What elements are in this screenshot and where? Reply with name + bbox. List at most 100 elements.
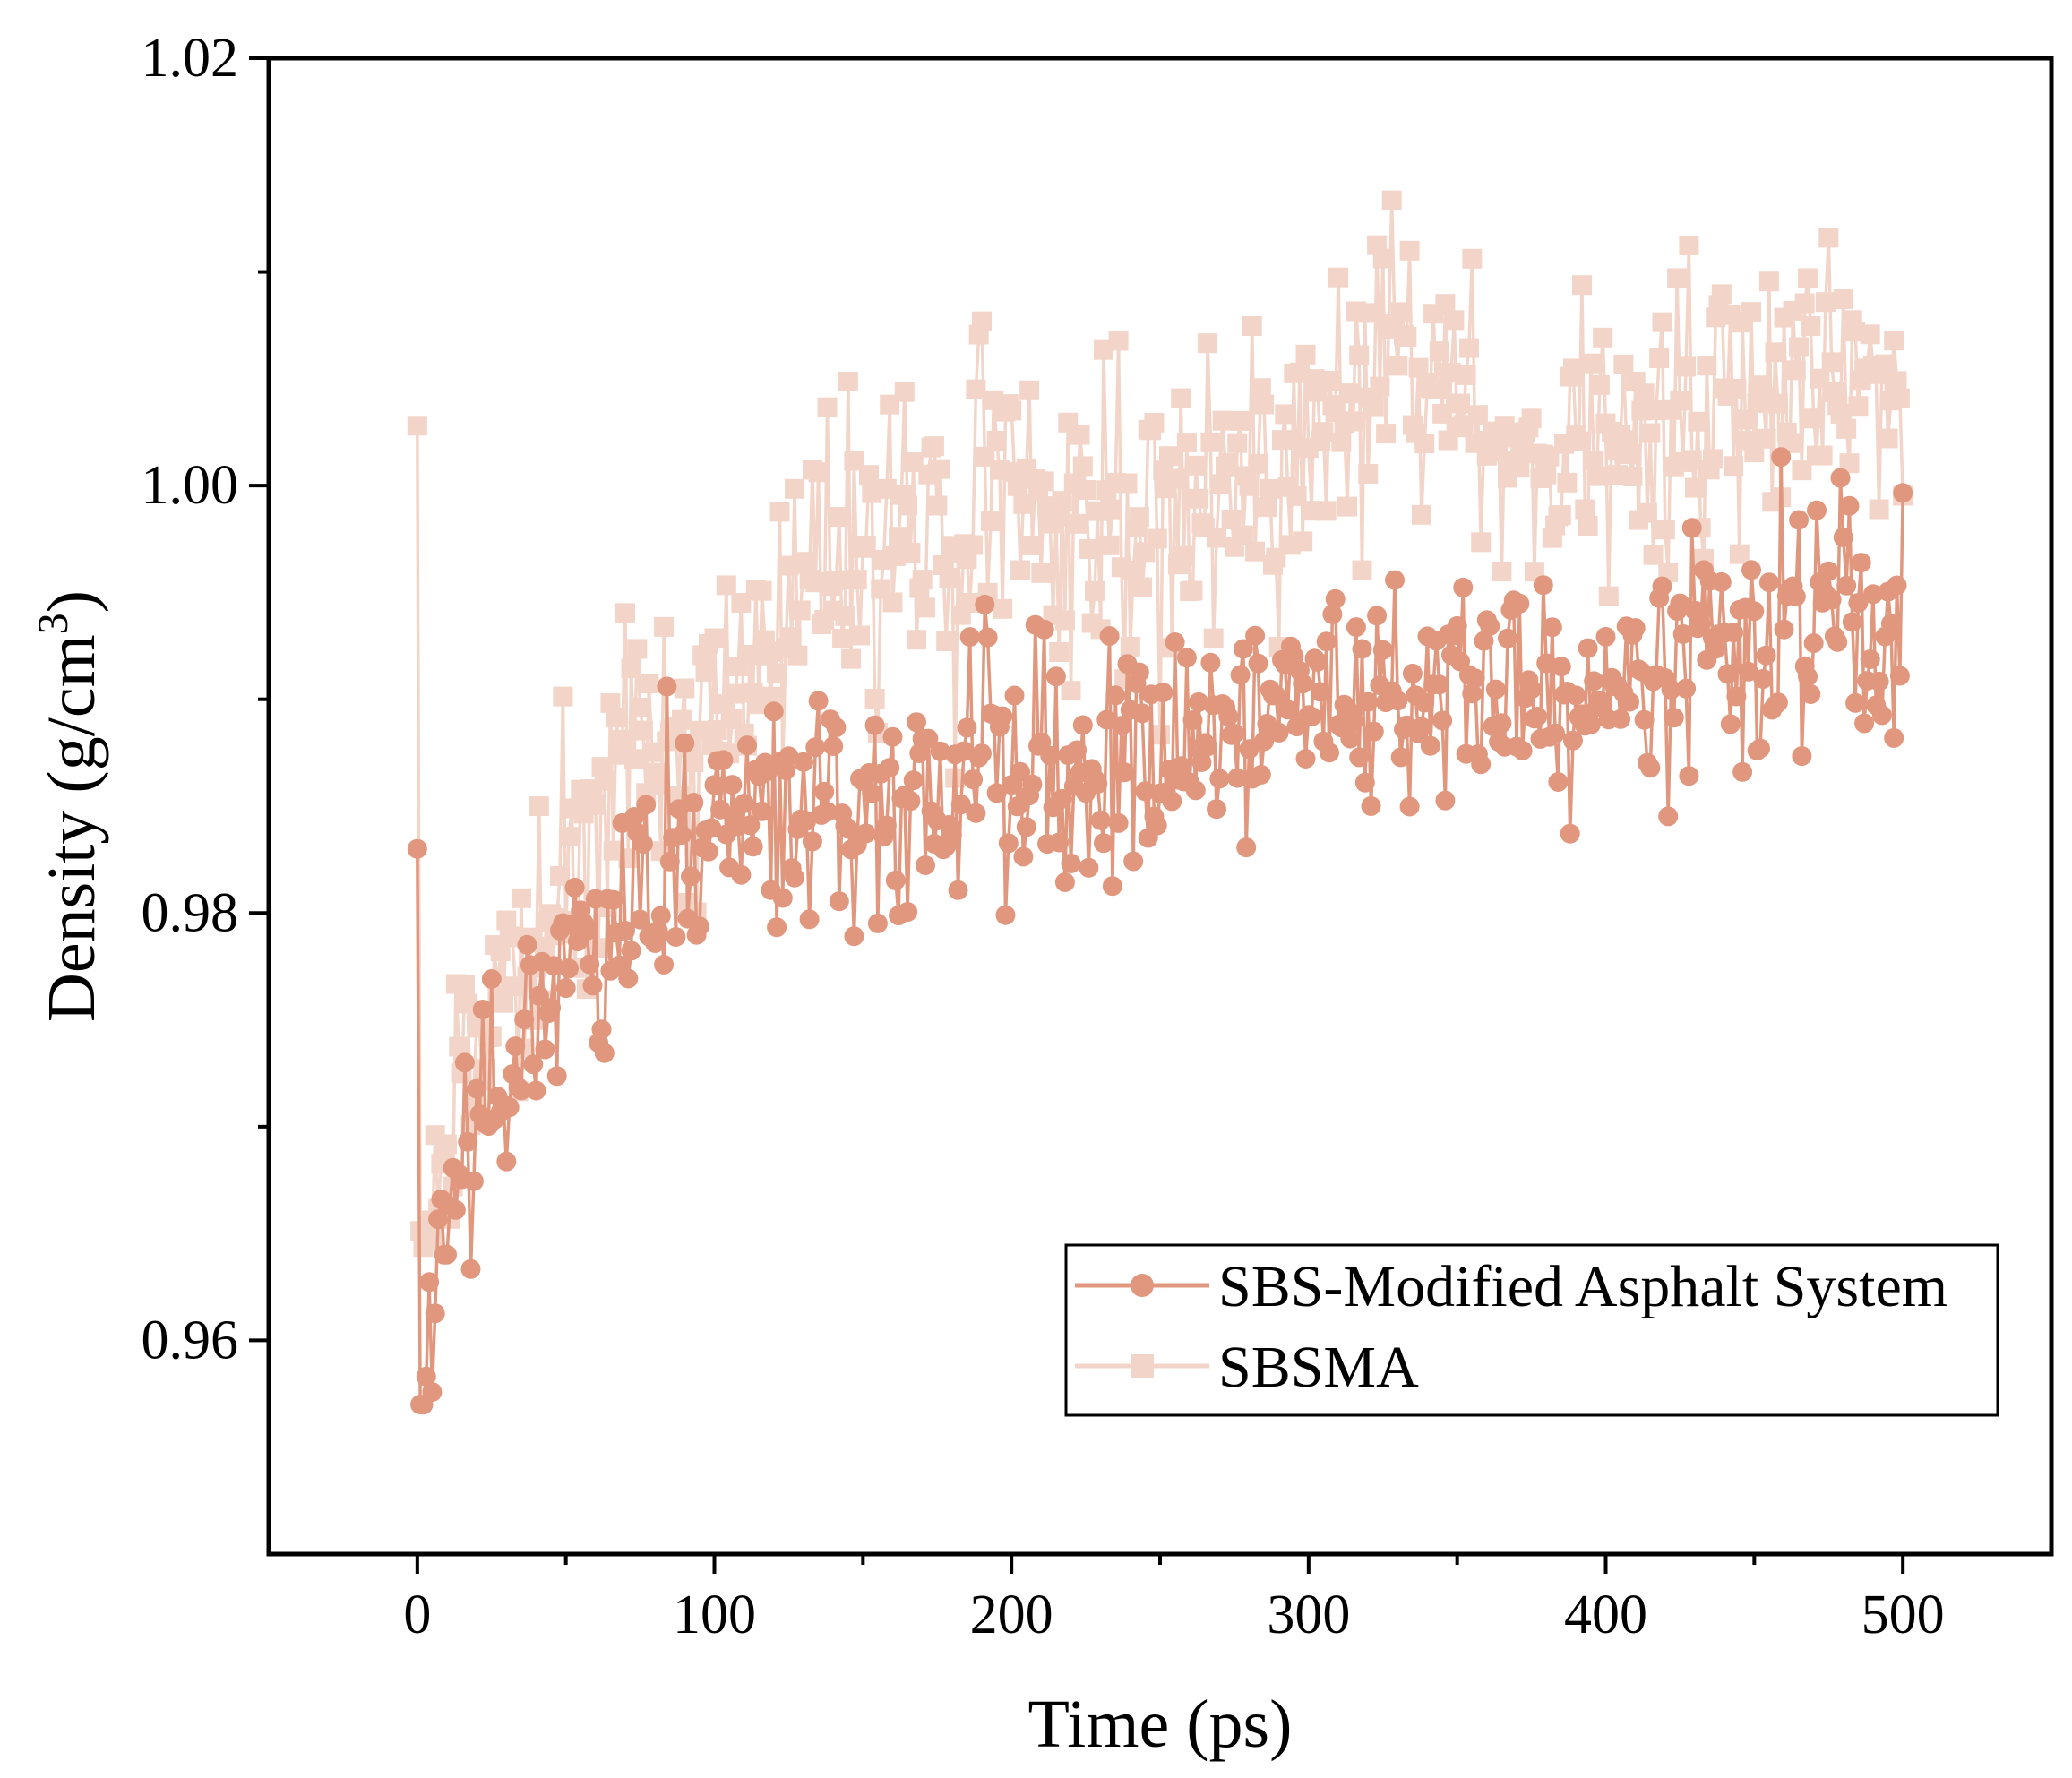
series-1-point-306 (1316, 501, 1337, 521)
series-1-point-126 (781, 627, 802, 648)
series-1-point-372 (1512, 440, 1533, 460)
series-1-point-160 (882, 592, 903, 613)
series-0-point-482 (1839, 495, 1860, 516)
series-1-point-401 (1598, 586, 1619, 606)
series-0-point-88 (668, 799, 689, 820)
series-1-point-32 (503, 927, 522, 948)
series-0-point-394 (1578, 638, 1598, 658)
series-0-point-355 (1462, 683, 1483, 704)
series-0-point-131 (796, 811, 817, 831)
series-0-point-100 (704, 775, 725, 795)
series-1-point-224 (1072, 456, 1093, 477)
series-0-point-231 (1094, 833, 1113, 854)
series-1-point-418 (1649, 348, 1670, 368)
series-0-point-207 (1022, 774, 1043, 795)
series-1-point-319 (1354, 303, 1375, 323)
series-0-point-123 (772, 888, 793, 908)
series-0-point-87 (666, 927, 686, 947)
series-0-point-341 (1420, 735, 1440, 756)
series-1-point-200 (1002, 400, 1022, 421)
series-1-point-416 (1643, 545, 1664, 565)
series-0-point-40 (526, 1080, 546, 1101)
series-0-point-205 (1016, 817, 1036, 837)
series-0-point-180 (941, 825, 962, 845)
series-1-point-125 (778, 555, 799, 576)
series-1-point-16 (454, 975, 475, 995)
series-1-point-479 (1830, 403, 1851, 424)
series-0-point-323 (1367, 606, 1388, 626)
series-0-point-183 (950, 795, 971, 815)
series-1-point-143 (832, 629, 853, 648)
series-0-point-142 (829, 891, 849, 912)
series-0-point-0 (407, 838, 427, 859)
series-0-point-413 (1634, 709, 1655, 730)
legend: SBS-Modified Asphalt System SBSMA (1064, 1243, 1999, 1417)
series-0-point-77 (636, 795, 657, 815)
series-1-point-188 (966, 379, 986, 399)
series-0-point-158 (876, 815, 897, 836)
series-0-point-93 (684, 793, 704, 812)
series-1-point-229 (1088, 501, 1108, 521)
series-0-point-339 (1414, 692, 1435, 713)
series-1-point-291 (1272, 430, 1292, 451)
series-0-point-423 (1664, 708, 1684, 728)
series-0-point-309 (1325, 588, 1346, 609)
x-tick-label-2: 200 (970, 1585, 1053, 1645)
series-1-point-343 (1426, 379, 1447, 399)
series-0-point-10 (437, 1244, 457, 1265)
series-0-point-197 (993, 706, 1013, 726)
series-0-point-359 (1474, 631, 1494, 651)
series-1-point-338 (1411, 504, 1431, 525)
series-0-point-145 (838, 819, 858, 839)
series-1-point-259 (1176, 433, 1197, 453)
series-1-point-349 (1444, 310, 1465, 331)
series-0-point-211 (1034, 619, 1054, 640)
series-1-point-355 (1462, 248, 1483, 269)
series-0-point-389 (1563, 730, 1583, 751)
series-1-point-417 (1646, 400, 1666, 421)
series-1-point-255 (1165, 468, 1185, 489)
series-0-point-165 (898, 902, 918, 923)
y-axis-title: Density (g/cm3) (30, 590, 109, 1022)
series-1-point-427 (1676, 356, 1697, 377)
series-1-point-153 (862, 483, 882, 503)
series-0-point-425 (1670, 593, 1690, 614)
series-0-point-46 (544, 956, 564, 976)
series-0-point-301 (1302, 707, 1322, 727)
series-0-point-203 (1010, 761, 1031, 782)
series-1-point-72 (621, 658, 641, 679)
series-0-point-98 (698, 841, 718, 862)
series-1-point-424 (1667, 268, 1688, 288)
series-1-point-203 (1010, 560, 1031, 580)
series-0-point-261 (1182, 710, 1203, 730)
series-0-point-85 (659, 851, 680, 872)
series-1-point-196 (989, 460, 1010, 480)
series-1-point-387 (1557, 472, 1578, 493)
series-0-point-238 (1114, 762, 1135, 783)
series-1-point-358 (1471, 532, 1492, 553)
series-0-point-244 (1132, 703, 1153, 724)
series-1-point-449 (1741, 302, 1761, 322)
series-0-point-469 (1801, 684, 1821, 704)
series-0-point-217 (1052, 788, 1072, 809)
series-0-point-199 (998, 833, 1019, 854)
x-tick-label-3: 300 (1267, 1585, 1350, 1645)
series-0-point-320 (1358, 691, 1379, 712)
series-0-point-116 (752, 801, 772, 821)
series-0-point-452 (1750, 738, 1770, 759)
series-0-point-153 (862, 784, 882, 804)
series-0-point-39 (523, 1054, 544, 1075)
series-1-point-289 (1266, 547, 1286, 568)
series-1-point-453 (1753, 386, 1774, 407)
series-1-point-331 (1390, 302, 1411, 322)
series-1-point-220 (1061, 681, 1081, 701)
series-1-point-236 (1108, 331, 1129, 351)
series-0-point-331 (1390, 747, 1411, 768)
series-1-point-186 (959, 593, 980, 613)
series-0-point-237 (1111, 716, 1131, 736)
series-1-point-171 (916, 597, 935, 618)
series-0-point-57 (576, 921, 597, 941)
series-0-point-92 (681, 866, 701, 887)
series-0-point-289 (1266, 685, 1286, 706)
series-1-point-276 (1227, 433, 1248, 453)
